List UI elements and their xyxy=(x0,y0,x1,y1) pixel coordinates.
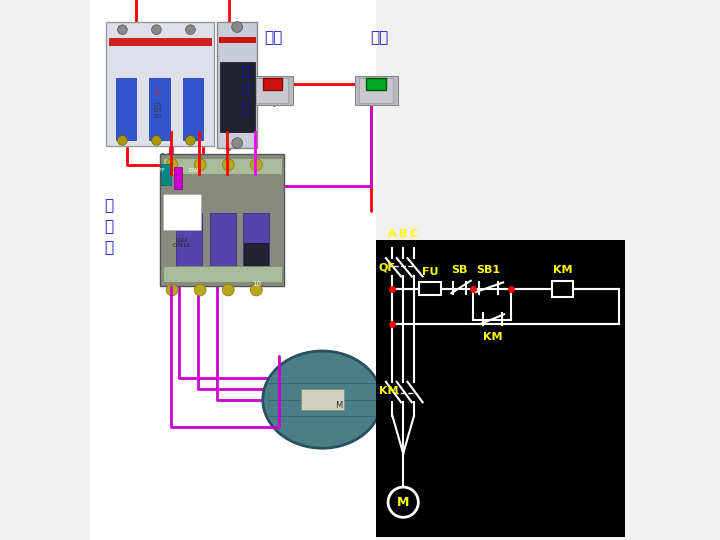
Bar xyxy=(163,266,282,282)
Circle shape xyxy=(186,136,195,145)
Bar xyxy=(161,164,171,185)
Bar xyxy=(243,213,269,270)
Text: KM: KM xyxy=(553,265,572,275)
Text: 停止: 停止 xyxy=(264,30,283,45)
Text: CJX2
C0910: CJX2 C0910 xyxy=(173,238,191,248)
Bar xyxy=(163,194,201,230)
Bar xyxy=(210,213,236,270)
Text: 接
触
器: 接 触 器 xyxy=(104,198,114,255)
Text: KM: KM xyxy=(482,332,502,342)
Bar xyxy=(244,243,268,270)
Bar xyxy=(107,22,215,146)
Text: M: M xyxy=(397,496,410,509)
Bar xyxy=(552,281,573,297)
Bar xyxy=(256,78,288,103)
Circle shape xyxy=(251,284,262,296)
Bar xyxy=(160,154,284,286)
Text: 启动: 启动 xyxy=(370,30,388,45)
Text: C: C xyxy=(410,228,418,239)
Text: SB1: SB1 xyxy=(476,265,500,275)
Circle shape xyxy=(222,284,234,296)
Bar xyxy=(301,389,344,410)
Circle shape xyxy=(152,136,161,145)
Bar xyxy=(263,78,282,90)
Text: A: A xyxy=(388,228,397,239)
Circle shape xyxy=(232,138,243,148)
Bar xyxy=(376,240,624,537)
Circle shape xyxy=(194,159,206,171)
Bar xyxy=(183,78,204,140)
Bar xyxy=(355,76,397,105)
Bar xyxy=(176,213,202,270)
Text: SB: SB xyxy=(451,265,468,275)
Bar xyxy=(359,78,394,103)
Bar xyxy=(109,38,212,46)
Bar xyxy=(90,0,376,540)
Bar xyxy=(174,167,181,189)
Text: 30W: 30W xyxy=(188,167,199,173)
Circle shape xyxy=(194,284,206,296)
Bar xyxy=(220,62,255,132)
Text: 30FF: 30FF xyxy=(120,167,132,173)
Text: M: M xyxy=(335,401,342,409)
Circle shape xyxy=(186,25,195,35)
Circle shape xyxy=(251,159,262,171)
Text: QF: QF xyxy=(379,262,396,272)
Text: B: B xyxy=(399,228,408,239)
Text: FU: FU xyxy=(422,267,438,277)
Circle shape xyxy=(152,25,161,35)
Bar xyxy=(419,282,441,295)
Bar xyxy=(116,78,137,140)
Bar xyxy=(366,78,386,90)
Circle shape xyxy=(166,159,178,171)
Circle shape xyxy=(222,159,234,171)
Bar xyxy=(217,22,258,148)
Text: KM: KM xyxy=(379,387,398,396)
Text: D/S
125
333: D/S 125 333 xyxy=(153,103,162,119)
Circle shape xyxy=(232,22,243,32)
Bar xyxy=(252,76,292,105)
Circle shape xyxy=(117,25,127,35)
Text: 10: 10 xyxy=(252,280,261,287)
Bar xyxy=(150,78,170,140)
Text: 断
路
器: 断 路 器 xyxy=(241,65,248,113)
Bar xyxy=(379,392,411,408)
Circle shape xyxy=(166,284,178,296)
Text: 30FF: 30FF xyxy=(154,167,166,173)
Ellipse shape xyxy=(263,351,382,448)
Circle shape xyxy=(117,136,127,145)
Text: 海能: 海能 xyxy=(154,89,161,94)
Bar xyxy=(219,37,256,43)
Bar xyxy=(163,158,282,174)
